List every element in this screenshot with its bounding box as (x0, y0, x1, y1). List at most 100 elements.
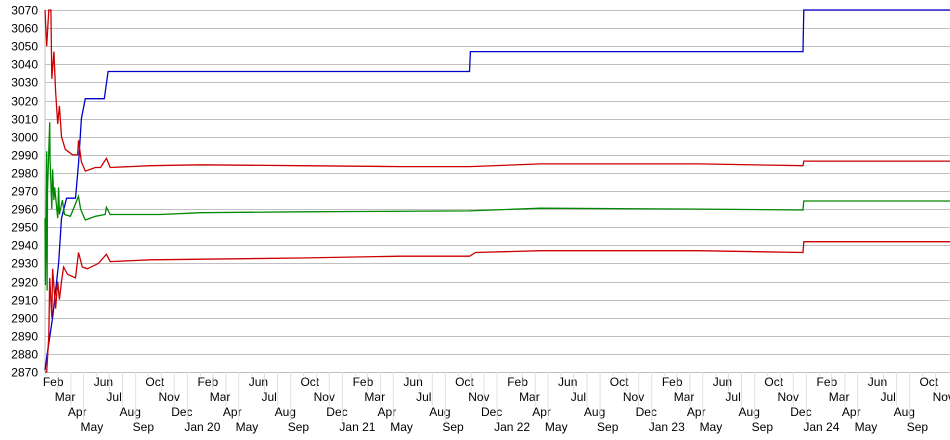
y-tick-label: 3020 (11, 95, 38, 109)
x-tick-label: Apr (532, 405, 551, 419)
x-tick-label: Oct (764, 375, 783, 389)
x-tick-label: Mar (519, 390, 540, 404)
y-tick-label: 3030 (11, 76, 38, 90)
x-tick-label: Jun (249, 375, 268, 389)
x-tick-label: Feb (43, 375, 64, 389)
x-tick-label: Sep (288, 420, 310, 434)
x-tick-label: Aug (429, 405, 450, 419)
y-tick-label: 3000 (11, 131, 38, 145)
y-tick-label: 2960 (11, 203, 38, 217)
x-tick-label: Mar (210, 390, 231, 404)
x-tick-label: Jan 22 (494, 420, 530, 434)
x-tick-label: May (81, 420, 104, 434)
x-tick-label: Feb (817, 375, 838, 389)
x-tick-label: Dec (326, 405, 347, 419)
x-tick-label: Sep (907, 420, 929, 434)
x-tick-label: Nov (468, 390, 489, 404)
y-tick-label: 2910 (11, 294, 38, 308)
x-tick-label: Feb (662, 375, 683, 389)
x-tick-label: Oct (919, 375, 938, 389)
x-tick-label: Apr (842, 405, 861, 419)
x-tick-label: Mar (364, 390, 385, 404)
y-tick-label: 2870 (11, 366, 38, 380)
series-line-1 (44, 9, 950, 172)
x-tick-label: Feb (507, 375, 528, 389)
x-tick-label: Jan 24 (803, 420, 839, 434)
y-tick-label: 2880 (11, 348, 38, 362)
y-axis: 2870 2880 2890 2900 2910 2920 2930 2940 2950 2960… (11, 4, 38, 380)
y-tick-label: 2990 (11, 149, 38, 163)
x-tick-label: Mar (829, 390, 850, 404)
x-tick-label: Dec (790, 405, 811, 419)
x-tick-label: Jul (416, 390, 431, 404)
x-tick-label: Nov (778, 390, 799, 404)
x-tick-label: Mar (674, 390, 695, 404)
x-tick-label: May (700, 420, 723, 434)
y-tick-label: 3050 (11, 40, 38, 54)
x-tick-label: May (545, 420, 568, 434)
x-tick-label: Jul (725, 390, 740, 404)
x-tick-label: Jul (261, 390, 276, 404)
y-tick-label: 2930 (11, 257, 38, 271)
y-tick-label: 3040 (11, 58, 38, 72)
x-tick-label: Dec (171, 405, 192, 419)
x-tick-label: Feb (353, 375, 374, 389)
x-tick-label: Jan 20 (184, 420, 220, 434)
y-tick-label: 3060 (11, 22, 38, 36)
x-tick-label: Jul (880, 390, 895, 404)
x-tick-label: Apr (378, 405, 397, 419)
x-tick-label: Mar (55, 390, 76, 404)
x-tick-label: Nov (159, 390, 180, 404)
x-tick-label: Aug (120, 405, 141, 419)
x-tick-label: Jun (868, 375, 887, 389)
series-line-2 (44, 122, 950, 291)
x-tick-label: Dec (481, 405, 502, 419)
x-tick-label: May (855, 420, 878, 434)
x-tick-label: Sep (752, 420, 774, 434)
x-tick-label: Jun (94, 375, 113, 389)
x-tick-label: Sep (597, 420, 619, 434)
x-tick-label: Nov (314, 390, 335, 404)
x-tick-label: Apr (687, 405, 706, 419)
x-tick-label: Jun (558, 375, 577, 389)
x-tick-label: Jun (403, 375, 422, 389)
x-tick-label: Apr (223, 405, 242, 419)
x-tick-label: Aug (584, 405, 605, 419)
y-tick-label: 2920 (11, 276, 38, 290)
x-tick-label: Aug (275, 405, 296, 419)
y-tick-label: 2950 (11, 221, 38, 235)
y-tick-label: 3010 (11, 113, 38, 127)
x-tick-label: May (390, 420, 413, 434)
x-tick-label: Jun (713, 375, 732, 389)
x-tick-label: Jan 21 (339, 420, 375, 434)
x-tick-label: Sep (133, 420, 155, 434)
series-line-3 (45, 241, 950, 373)
y-tick-label: 2970 (11, 185, 38, 199)
x-tick-label: Oct (455, 375, 474, 389)
x-tick-label: Nov (933, 390, 950, 404)
series-lines (44, 9, 950, 373)
y-tick-label: 3070 (11, 4, 38, 18)
x-tick-label: Jul (106, 390, 121, 404)
x-tick-label: Oct (300, 375, 319, 389)
x-tick-label: Sep (442, 420, 464, 434)
x-tick-label: May (236, 420, 259, 434)
gridlines (44, 10, 950, 373)
x-tick-label: Jul (571, 390, 586, 404)
x-tick-label: Oct (610, 375, 629, 389)
x-tick-label: Aug (894, 405, 915, 419)
x-tick-label: Feb (197, 375, 218, 389)
y-tick-label: 2900 (11, 312, 38, 326)
y-tick-label: 2980 (11, 167, 38, 181)
x-tick-label: Aug (739, 405, 760, 419)
x-tick-label: Oct (145, 375, 164, 389)
x-tick-label: Nov (623, 390, 644, 404)
y-tick-label: 2890 (11, 330, 38, 344)
series-line-0 (44, 9, 950, 371)
x-tick-label: Apr (68, 405, 87, 419)
x-tick-label: Dec (636, 405, 657, 419)
x-tick-label: Jan 23 (649, 420, 685, 434)
y-tick-label: 2940 (11, 239, 38, 253)
